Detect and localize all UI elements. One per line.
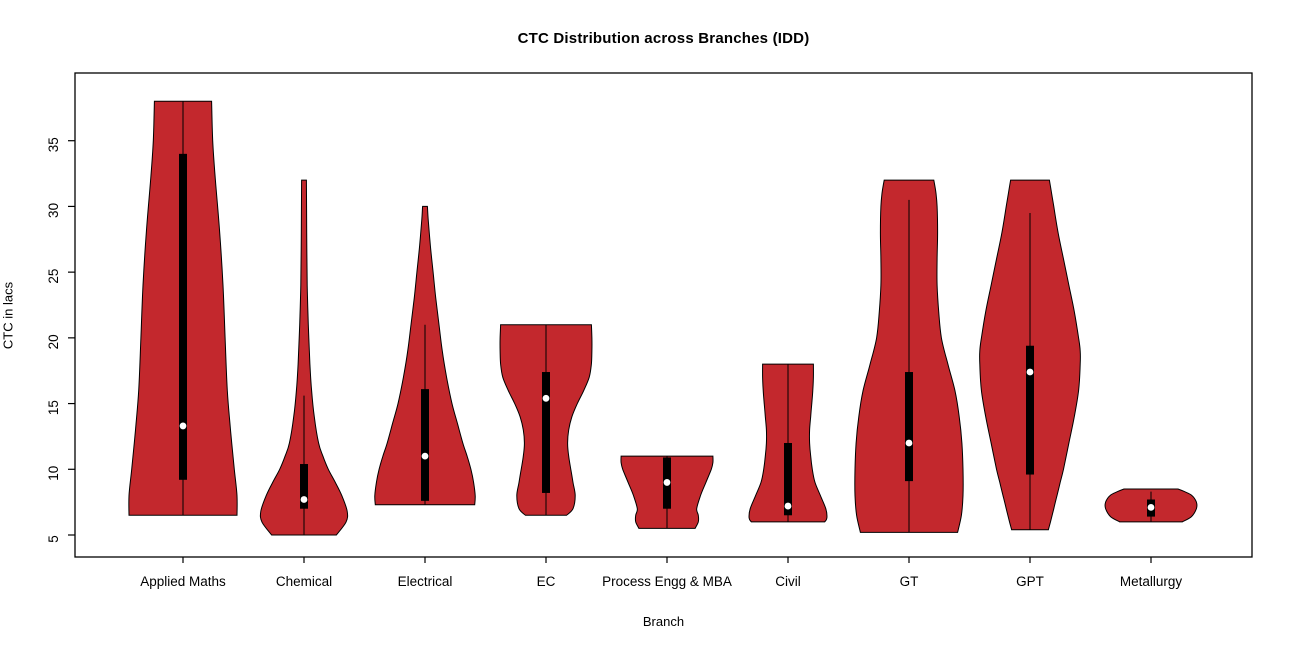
x-category-label: Civil bbox=[775, 574, 801, 589]
median-dot bbox=[300, 496, 308, 503]
x-category-label: EC bbox=[537, 574, 556, 589]
plot-border bbox=[74, 72, 1253, 558]
median-dot bbox=[784, 502, 792, 510]
y-tick-label: 25 bbox=[46, 269, 61, 284]
chart-title: CTC Distribution across Branches (IDD) bbox=[517, 30, 810, 47]
violin-body bbox=[259, 179, 349, 536]
x-category-label: GPT bbox=[1016, 574, 1044, 589]
x-category-label: Process Engg & MBA bbox=[602, 574, 732, 589]
y-tick-label: 30 bbox=[46, 203, 61, 218]
iqr-box bbox=[421, 389, 429, 501]
y-tick-label: 35 bbox=[46, 137, 61, 152]
median-dot bbox=[1026, 368, 1034, 376]
x-category-label: Chemical bbox=[276, 574, 332, 589]
median-dot bbox=[542, 394, 550, 402]
y-tick-label: 10 bbox=[46, 466, 61, 481]
median-dot bbox=[179, 422, 187, 430]
x-category-label: GT bbox=[900, 574, 919, 589]
x-axis-label: Branch bbox=[642, 614, 685, 629]
y-tick-label: 5 bbox=[46, 535, 61, 543]
y-tick-label: 15 bbox=[46, 400, 61, 415]
median-dot bbox=[905, 439, 913, 447]
x-category-label: Metallurgy bbox=[1120, 574, 1183, 589]
iqr-box bbox=[784, 442, 792, 516]
iqr-box bbox=[905, 372, 913, 482]
median-dot bbox=[421, 452, 429, 460]
iqr-box bbox=[1026, 345, 1034, 475]
iqr-box bbox=[300, 464, 308, 509]
x-category-label: Applied Maths bbox=[140, 574, 226, 589]
median-dot bbox=[663, 479, 671, 486]
iqr-box bbox=[179, 153, 187, 480]
iqr-box bbox=[542, 372, 550, 493]
median-dot bbox=[1147, 503, 1155, 511]
x-category-label: Electrical bbox=[398, 574, 453, 589]
y-tick-label: 20 bbox=[46, 334, 61, 349]
